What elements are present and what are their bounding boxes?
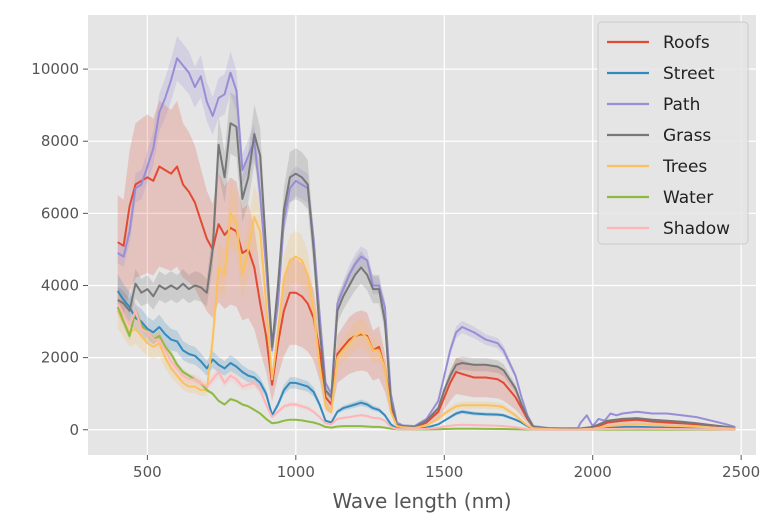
y-tick-label: 6000 [41, 204, 79, 222]
legend-label-roofs: Roofs [663, 33, 710, 53]
y-tick-label: 2000 [41, 349, 79, 367]
y-tick-label: 10000 [31, 60, 79, 78]
x-axis-ticks: 500 1000 1500 2000 2500 [133, 455, 760, 481]
series-lines [116, 57, 736, 431]
x-tick-label: 2000 [574, 463, 612, 481]
legend: Roofs Street Path Grass Trees Water Shadow [597, 21, 749, 245]
band-path [117, 36, 736, 429]
y-tick-label: 4000 [41, 276, 79, 294]
y-tick-label: 8000 [41, 132, 79, 150]
legend-label-trees: Trees [662, 157, 707, 177]
series-line-path [117, 57, 736, 430]
x-tick-label: 2500 [722, 463, 760, 481]
legend-label-water: Water [663, 188, 713, 208]
legend-label-grass: Grass [663, 126, 711, 146]
x-axis-label: Wave length (nm) [332, 489, 511, 513]
y-axis-ticks: 0 2000 4000 6000 8000 10000 [31, 60, 88, 439]
legend-label-street: Street [663, 64, 715, 84]
legend-label-path: Path [663, 95, 700, 115]
x-tick-label: 500 [133, 463, 162, 481]
x-tick-label: 1000 [277, 463, 315, 481]
legend-label-shadow: Shadow [663, 219, 730, 239]
series-line-shadow [116, 303, 736, 431]
y-tick-label: 0 [69, 421, 79, 439]
legend-box [597, 21, 749, 245]
x-tick-label: 1500 [425, 463, 463, 481]
